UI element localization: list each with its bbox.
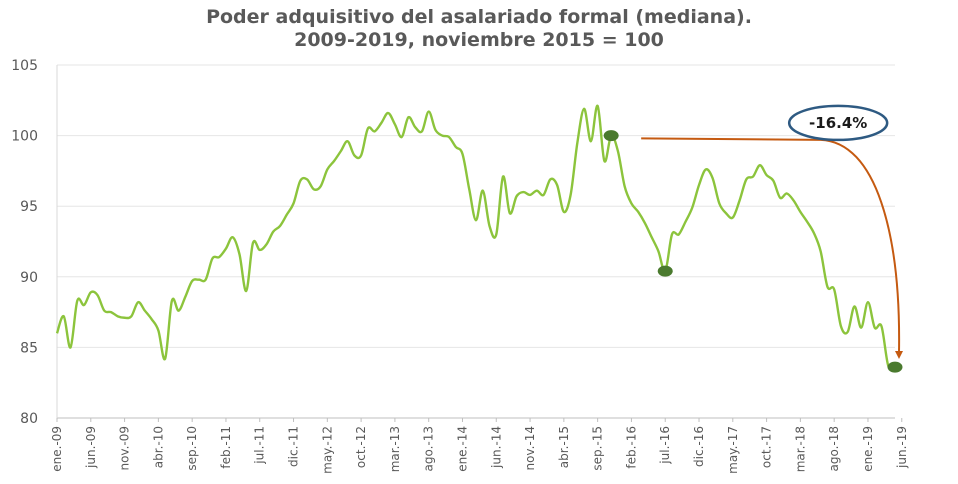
x-tick-label: abr.-15: [557, 426, 571, 468]
decline-annotation: -16.4%: [641, 104, 903, 360]
x-tick-label: jun.-09: [84, 426, 98, 469]
series-line: [55, 104, 896, 371]
x-tick-label: feb.-11: [219, 426, 233, 469]
x-tick-label: sep.-15: [591, 426, 605, 471]
x-tick-label: may.-12: [320, 426, 334, 474]
x-tick-label: nov.-09: [118, 426, 132, 471]
x-tick-label: dic.-16: [692, 426, 706, 467]
x-tick-label: mar.-13: [388, 426, 402, 472]
arrowhead: [895, 351, 903, 360]
x-tick-label: feb.-16: [624, 426, 638, 469]
x-tick-label: ene.-19: [861, 426, 875, 472]
y-tick-label: 80: [20, 411, 38, 427]
x-axis-ticks: ene.-09 jun.-09 nov.-09 abr.-10 sep.-10 feb.-…: [50, 418, 909, 474]
x-tick-label: ago.-13: [422, 426, 436, 472]
x-tick-label: mar.-18: [793, 426, 807, 472]
highlight-marker: [603, 130, 619, 142]
x-tick-label: jun.-19: [895, 426, 909, 469]
decline-arrow: [641, 137, 901, 354]
x-tick-label: dic.-11: [287, 426, 301, 467]
y-tick-label: 105: [11, 58, 38, 74]
y-tick-label: 90: [20, 270, 38, 286]
annotation-label: -16.4%: [809, 114, 867, 132]
x-tick-label: jul.-16: [658, 426, 672, 465]
x-tick-label: ene.-14: [455, 426, 469, 472]
x-tick-label: oct.-17: [760, 426, 774, 468]
x-tick-label: sep.-10: [185, 426, 199, 471]
y-tick-label: 95: [20, 199, 38, 215]
chart-title-block: Poder adquisitivo del asalariado formal …: [0, 6, 958, 52]
x-tick-label: ago.-18: [827, 426, 841, 472]
chart-title: Poder adquisitivo del asalariado formal …: [206, 6, 752, 28]
y-tick-label: 100: [11, 129, 38, 145]
highlight-marker: [887, 361, 903, 373]
x-tick-label: jul.-11: [253, 426, 267, 465]
series-layer: [55, 104, 896, 371]
x-tick-label: oct.-12: [354, 426, 368, 468]
y-axis-ticks: 80 85 90 95 100 105: [11, 58, 38, 427]
axes: [56, 65, 895, 419]
gridlines: [57, 64, 895, 348]
x-tick-label: ene.-09: [50, 426, 64, 472]
x-tick-label: abr.-10: [151, 426, 165, 468]
x-tick-label: nov.-14: [523, 426, 537, 471]
annotation-ellipse: [787, 104, 889, 142]
chart-subtitle: 2009-2019, noviembre 2015 = 100: [294, 29, 664, 51]
markers-layer: [603, 130, 903, 373]
x-tick-label: may.-17: [726, 426, 740, 474]
highlight-marker: [657, 265, 673, 277]
x-tick-label: jun.-14: [489, 426, 503, 469]
y-tick-label: 85: [20, 340, 38, 356]
